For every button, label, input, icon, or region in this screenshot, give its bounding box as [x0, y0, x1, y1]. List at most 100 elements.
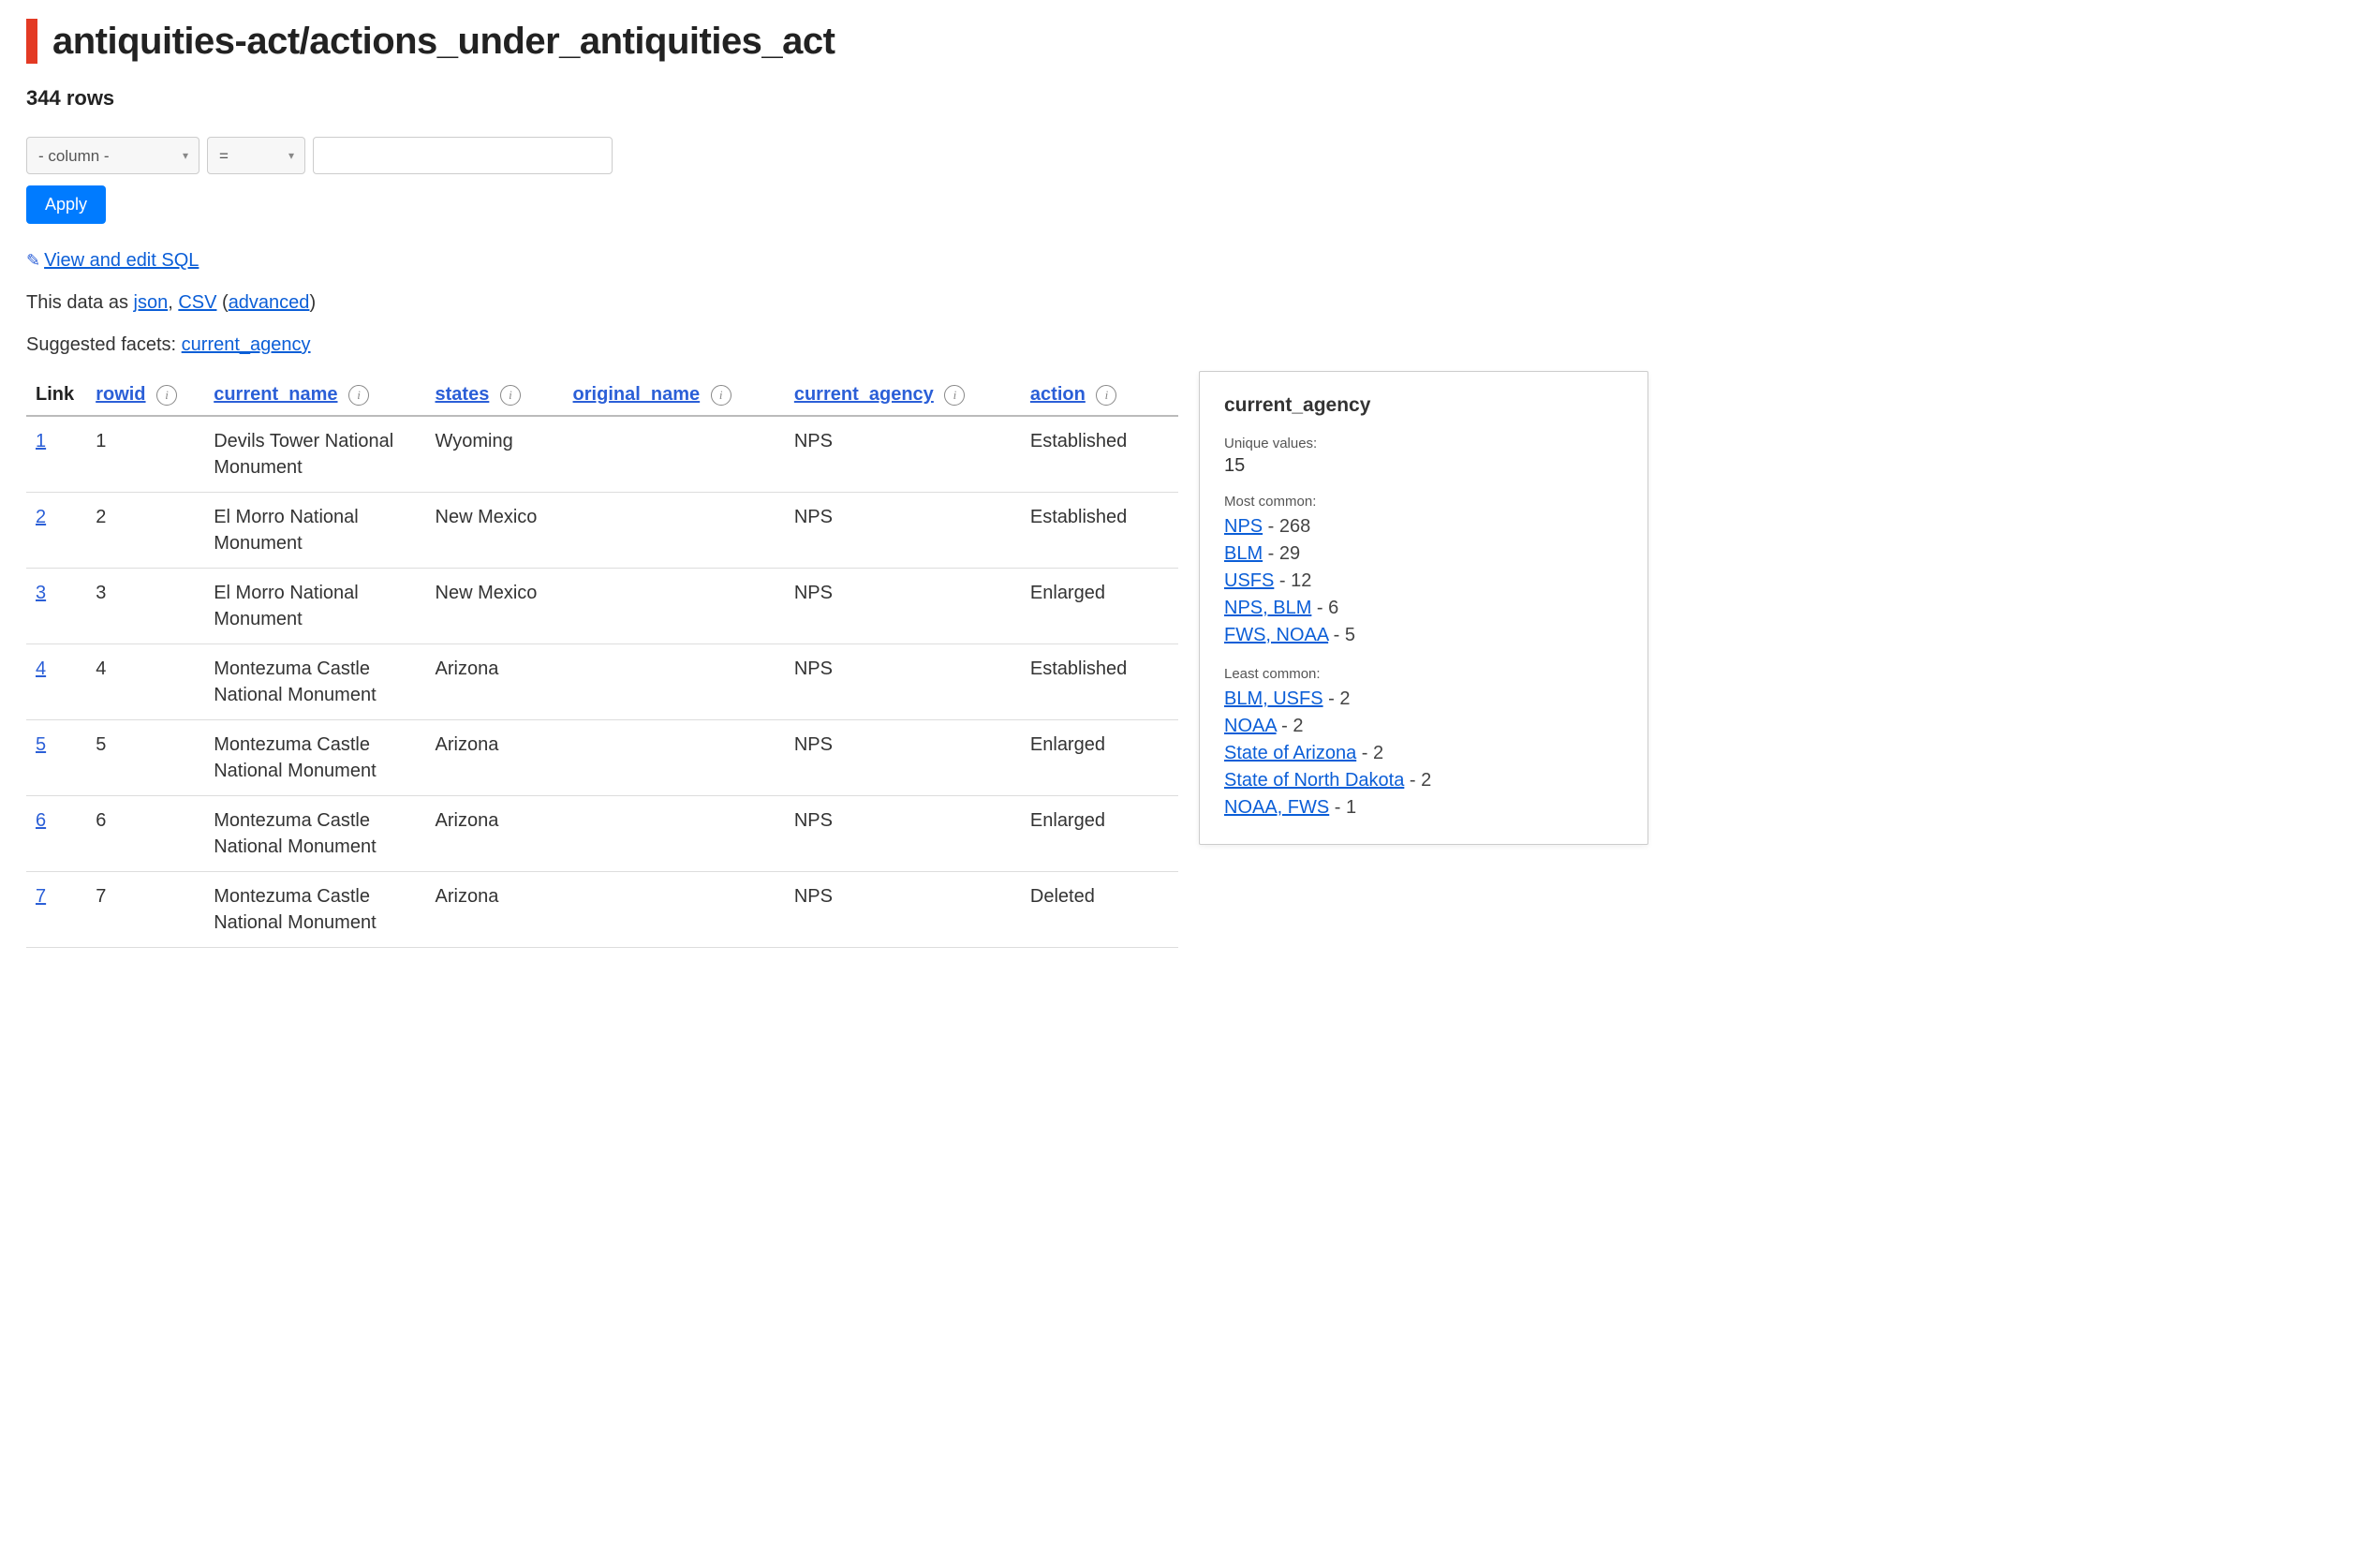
- tooltip-value-link[interactable]: BLM: [1224, 543, 1263, 564]
- cell-original-name: [564, 872, 785, 948]
- col-header-current-agency: current_agency i: [785, 377, 1021, 416]
- tooltip-value-link[interactable]: State of Arizona: [1224, 743, 1356, 763]
- filter-row: - column - =: [26, 137, 2338, 174]
- cell-action: Established: [1021, 416, 1178, 493]
- cell-rowid: 3: [86, 569, 204, 644]
- open-paren: (: [216, 292, 228, 313]
- info-icon[interactable]: i: [711, 385, 731, 406]
- tooltip-value-item: BLM - 29: [1224, 540, 1623, 568]
- info-icon[interactable]: i: [944, 385, 965, 406]
- tooltip-value-count: - 1: [1329, 797, 1356, 818]
- close-paren: ): [309, 292, 316, 313]
- cell-current-name: El Morro National Monument: [204, 569, 425, 644]
- cell-states: Arizona: [426, 796, 564, 872]
- table-row: 66Montezuma Castle National MonumentAriz…: [26, 796, 1178, 872]
- row-link[interactable]: 3: [36, 583, 46, 603]
- cell-rowid: 5: [86, 720, 204, 796]
- table-row: 44Montezuma Castle National MonumentAriz…: [26, 644, 1178, 720]
- tooltip-value-link[interactable]: FWS, NOAA: [1224, 625, 1328, 645]
- col-header-rowid: rowid i: [86, 377, 204, 416]
- sort-action-link[interactable]: action: [1030, 384, 1086, 405]
- cell-original-name: [564, 569, 785, 644]
- tooltip-unique-label: Unique values:: [1224, 436, 1623, 451]
- cell-action: Enlarged: [1021, 569, 1178, 644]
- table-row: 77Montezuma Castle National MonumentAriz…: [26, 872, 1178, 948]
- tooltip-value-item: NOAA, FWS - 1: [1224, 794, 1623, 821]
- cell-current-agency: NPS: [785, 720, 1021, 796]
- cell-original-name: [564, 493, 785, 569]
- col-header-link: Link: [26, 377, 86, 416]
- cell-action: Enlarged: [1021, 796, 1178, 872]
- suggested-prefix: Suggested facets:: [26, 334, 182, 355]
- filter-column-select[interactable]: - column -: [26, 137, 199, 174]
- cell-states: Wyoming: [426, 416, 564, 493]
- col-header-original-name: original_name i: [564, 377, 785, 416]
- export-csv-link[interactable]: CSV: [178, 292, 216, 313]
- tooltip-least-label: Least common:: [1224, 666, 1623, 682]
- cell-states: Arizona: [426, 644, 564, 720]
- cell-original-name: [564, 720, 785, 796]
- export-json-link[interactable]: json: [134, 292, 169, 313]
- cell-rowid: 1: [86, 416, 204, 493]
- export-advanced-link[interactable]: advanced: [229, 292, 310, 313]
- tooltip-value-link[interactable]: State of North Dakota: [1224, 770, 1404, 791]
- sql-link-row: ✎View and edit SQL: [26, 250, 2338, 272]
- info-icon[interactable]: i: [348, 385, 369, 406]
- cell-current-agency: NPS: [785, 416, 1021, 493]
- data-table: Link rowid i current_name i states i ori…: [26, 377, 1178, 948]
- col-header-current-name: current_name i: [204, 377, 425, 416]
- row-link[interactable]: 2: [36, 507, 46, 527]
- cell-current-name: El Morro National Monument: [204, 493, 425, 569]
- table-header-row: Link rowid i current_name i states i ori…: [26, 377, 1178, 416]
- cell-current-agency: NPS: [785, 796, 1021, 872]
- sort-current-agency-link[interactable]: current_agency: [794, 384, 934, 405]
- column-stats-tooltip: current_agency Unique values: 15 Most co…: [1199, 371, 1648, 845]
- cell-current-name: Montezuma Castle National Monument: [204, 796, 425, 872]
- row-link[interactable]: 1: [36, 431, 46, 451]
- tooltip-unique-count: 15: [1224, 455, 1623, 477]
- data-as-prefix: This data as: [26, 292, 134, 313]
- row-link[interactable]: 4: [36, 658, 46, 679]
- tooltip-most-label: Most common:: [1224, 494, 1623, 510]
- info-icon[interactable]: i: [1096, 385, 1116, 406]
- cell-current-name: Montezuma Castle National Monument: [204, 872, 425, 948]
- table-row: 33El Morro National MonumentNew MexicoNP…: [26, 569, 1178, 644]
- sort-rowid-link[interactable]: rowid: [96, 384, 145, 405]
- filter-operator-select[interactable]: =: [207, 137, 305, 174]
- tooltip-value-link[interactable]: NOAA, FWS: [1224, 797, 1329, 818]
- tooltip-value-item: State of Arizona - 2: [1224, 740, 1623, 767]
- cell-states: Arizona: [426, 720, 564, 796]
- cell-rowid: 7: [86, 872, 204, 948]
- row-link[interactable]: 7: [36, 886, 46, 907]
- sort-current-name-link[interactable]: current_name: [214, 384, 337, 405]
- table-row: 22El Morro National MonumentNew MexicoNP…: [26, 493, 1178, 569]
- tooltip-value-link[interactable]: BLM, USFS: [1224, 688, 1323, 709]
- tooltip-value-link[interactable]: NPS, BLM: [1224, 598, 1311, 618]
- data-export-row: This data as json, CSV (advanced): [26, 292, 2338, 314]
- row-link[interactable]: 5: [36, 734, 46, 755]
- apply-button[interactable]: Apply: [26, 185, 106, 224]
- info-icon[interactable]: i: [156, 385, 177, 406]
- sort-states-link[interactable]: states: [436, 384, 490, 405]
- suggested-facet-link[interactable]: current_agency: [182, 334, 311, 355]
- cell-current-agency: NPS: [785, 493, 1021, 569]
- col-header-action: action i: [1021, 377, 1178, 416]
- tooltip-value-count: - 6: [1311, 598, 1338, 618]
- tooltip-value-count: - 268: [1263, 516, 1310, 537]
- suggested-facets-row: Suggested facets: current_agency: [26, 334, 2338, 356]
- tooltip-value-link[interactable]: NPS: [1224, 516, 1263, 537]
- tooltip-value-count: - 2: [1277, 716, 1304, 736]
- tooltip-value-link[interactable]: USFS: [1224, 570, 1274, 591]
- tooltip-value-link[interactable]: NOAA: [1224, 716, 1277, 736]
- filter-value-input[interactable]: [313, 137, 613, 174]
- row-link[interactable]: 6: [36, 810, 46, 831]
- tooltip-title: current_agency: [1224, 394, 1623, 417]
- tooltip-value-count: - 2: [1404, 770, 1431, 791]
- page-title: antiquities-act/actions_under_antiquitie…: [26, 19, 2338, 64]
- tooltip-value-count: - 29: [1263, 543, 1300, 564]
- view-edit-sql-link[interactable]: View and edit SQL: [44, 250, 199, 271]
- cell-original-name: [564, 796, 785, 872]
- sort-original-name-link[interactable]: original_name: [573, 384, 701, 405]
- cell-action: Enlarged: [1021, 720, 1178, 796]
- info-icon[interactable]: i: [500, 385, 521, 406]
